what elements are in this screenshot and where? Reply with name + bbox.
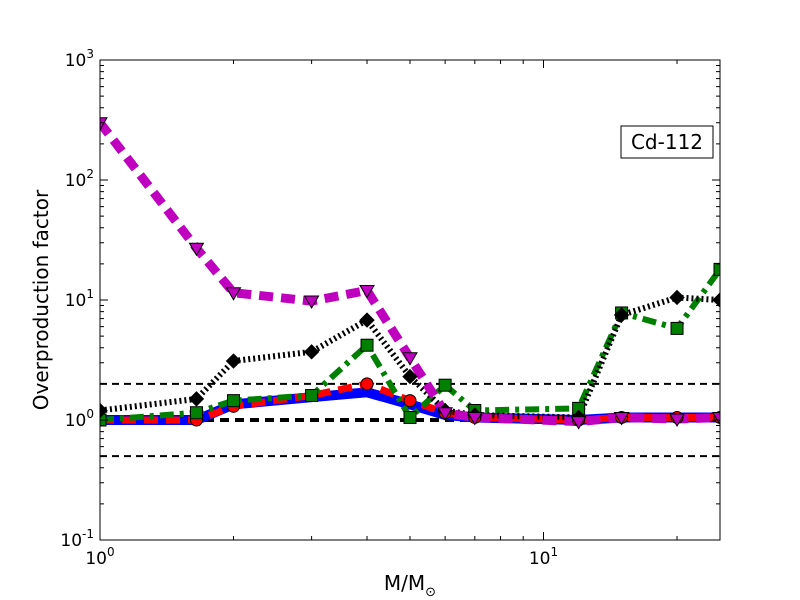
data-point-s3-12 <box>713 262 720 276</box>
y-tick-label: 100 <box>65 407 94 431</box>
data-point-s5-3 <box>225 287 242 301</box>
data-point-s4-11 <box>669 289 685 306</box>
data-point-s4-3 <box>225 353 242 369</box>
series-line-4 <box>100 294 720 421</box>
data-point-s3-6 <box>403 410 417 424</box>
x-tick-label: 100 <box>85 545 114 569</box>
plot-background <box>100 60 720 540</box>
x-tick-label: 101 <box>529 545 558 569</box>
data-point-s4-6 <box>402 368 418 385</box>
data-point-s4-5 <box>359 312 375 328</box>
series-markers <box>100 117 720 430</box>
annotation-box: Cd-112 <box>620 125 714 159</box>
y-tick-label: 103 <box>65 47 94 71</box>
data-point-s5-11 <box>669 413 685 427</box>
data-point-s3-3 <box>227 394 241 408</box>
data-point-s2-5 <box>360 377 374 391</box>
data-point-s4-4 <box>303 344 320 360</box>
data-point-s5-6 <box>402 352 418 366</box>
series-line-5 <box>100 119 720 427</box>
y-tick-label: 102 <box>65 167 94 191</box>
annotation-label: Cd-112 <box>631 130 703 154</box>
data-point-s3-5 <box>360 338 374 352</box>
data-point-s5-7 <box>437 407 453 421</box>
data-point-s5-12 <box>712 411 720 426</box>
data-point-s5-10 <box>613 411 630 426</box>
data-point-s5-8 <box>466 411 483 426</box>
y-tick-label: 10-1 <box>60 527 94 551</box>
data-point-s5-1 <box>100 117 108 131</box>
data-point-s4-1 <box>100 402 108 419</box>
data-point-s4-10 <box>613 307 630 323</box>
x-axis-label: M/M⊙ <box>384 571 436 600</box>
data-point-s2-6 <box>403 394 417 408</box>
data-point-s3-11 <box>670 321 684 335</box>
data-point-s3-2 <box>189 406 203 420</box>
data-point-s5-9 <box>570 416 587 430</box>
data-point-s4-2 <box>188 391 205 407</box>
y-axis-label: Overproduction factor <box>29 189 53 410</box>
data-point-s5-2 <box>188 242 205 257</box>
data-point-s5-4 <box>303 295 320 310</box>
data-point-s3-7 <box>438 378 452 392</box>
data-point-s3-4 <box>305 389 319 403</box>
y-tick-label: 101 <box>65 287 94 311</box>
data-point-s5-5 <box>359 284 375 299</box>
